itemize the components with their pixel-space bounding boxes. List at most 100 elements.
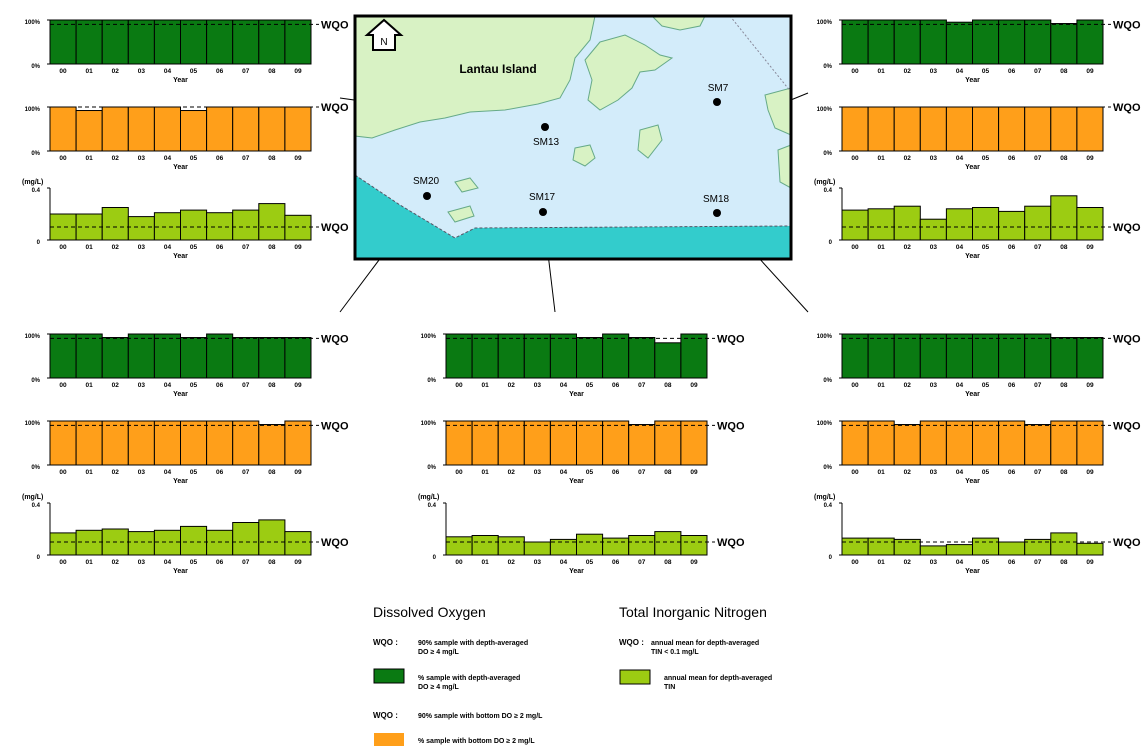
do-depth-xtick-08: 08 (268, 68, 276, 75)
do-bottom-bar-00 (49, 420, 77, 466)
do-depth-bar-05 (180, 337, 208, 379)
do-depth-xtick-01: 01 (86, 68, 94, 75)
tin-ytick-bottom: 0 (829, 555, 833, 561)
do-depth-bar-08 (258, 19, 286, 65)
island-east-a (584, 34, 674, 111)
tin-ytick-bottom: 0 (829, 240, 833, 246)
do-bottom-xtick-08: 08 (268, 155, 276, 162)
tin-bar-09 (680, 535, 708, 556)
tin-unit-label: (mg/L) (418, 494, 439, 501)
do-depth-xtick-05: 05 (586, 382, 594, 389)
tin-xtick-05: 05 (982, 559, 990, 566)
do-depth-bar-04 (945, 21, 974, 65)
do-depth-wqo-label: WQO (321, 19, 349, 31)
tin-ytick-bottom: 0 (37, 240, 41, 246)
tin-xtick-09: 09 (294, 559, 302, 566)
do-depth-xtick-00: 00 (455, 382, 463, 389)
do-depth-ytick-bottom: 0% (427, 378, 436, 384)
tin-xtick-05: 05 (586, 559, 594, 566)
tin-bar-07 (232, 209, 260, 241)
station-chart-sm7: 100% 0% WQO 00 01 02 03 04 05 06 07 08 09 Year 100% 0% W… (814, 19, 1141, 260)
tin-xtick-09: 09 (294, 244, 302, 251)
tin-xtick-00: 00 (851, 244, 859, 251)
tin-bar-05 (576, 533, 604, 556)
tin-bar-02 (893, 205, 921, 241)
do-bottom-bar-05 (180, 420, 208, 466)
tin-bar-03 (127, 216, 155, 241)
do-bottom-bar-07 (1024, 424, 1052, 466)
do-bottom-xtick-05: 05 (982, 469, 990, 476)
legend-swatch-do-bottom (374, 733, 404, 746)
do-bottom-xtick-09: 09 (1086, 469, 1094, 476)
do-depth-xtick-02: 02 (904, 68, 912, 75)
do-depth-xtick-09: 09 (294, 382, 302, 389)
station-chart-sm17: 100% 0% WQO 00 01 02 03 04 05 06 07 08 09 Year 100% 0% W… (418, 333, 745, 575)
do-depth-xtick-00: 00 (59, 68, 67, 75)
tin-xlabel: Year (173, 568, 188, 575)
do-depth-ytick-top: 100% (817, 20, 833, 26)
do-bottom-bar-03 (127, 106, 155, 152)
do-depth-wqo-label: WQO (1113, 19, 1141, 31)
do-bottom-xtick-01: 01 (482, 469, 490, 476)
do-depth-xtick-02: 02 (904, 382, 912, 389)
do-bottom-bar-09 (680, 420, 708, 466)
do-bottom-bar-09 (1076, 106, 1104, 152)
do-depth-xtick-07: 07 (1034, 382, 1042, 389)
tin-bar-08 (258, 519, 286, 556)
do-bottom-bar-02 (893, 106, 921, 152)
tin-bar-06 (998, 210, 1026, 241)
do-depth-bar-02 (893, 333, 921, 379)
do-bottom-bar-08 (258, 106, 286, 152)
do-depth-xtick-02: 02 (508, 382, 516, 389)
do-depth-bar-07 (232, 19, 260, 65)
island-small-a (572, 144, 596, 167)
do-bottom-xtick-00: 00 (851, 469, 859, 476)
do-bottom-bar-00 (841, 420, 869, 466)
tin-bar-08 (258, 203, 286, 241)
tin-xtick-06: 06 (216, 244, 224, 251)
do-depth-bar-02 (893, 19, 921, 65)
do-depth-xtick-09: 09 (690, 382, 698, 389)
station-marker-sm17: SM17 (529, 192, 555, 216)
do-depth-bar-03 (523, 333, 551, 379)
do-depth-xtick-01: 01 (878, 68, 886, 75)
tin-bar-09 (284, 214, 312, 241)
do-depth-bar-09 (284, 19, 312, 65)
do-depth-bar-05 (972, 333, 1000, 379)
do-depth-bar-07 (1024, 333, 1052, 379)
do-depth-bar-02 (497, 333, 525, 379)
tin-bar-04 (153, 529, 181, 556)
tin-xtick-01: 01 (86, 559, 94, 566)
tin-xtick-07: 07 (242, 559, 250, 566)
do-bottom-xtick-08: 08 (664, 469, 672, 476)
tin-bar-00 (49, 532, 77, 556)
tin-xtick-09: 09 (1086, 244, 1094, 251)
do-depth-xtick-02: 02 (112, 382, 120, 389)
do-bottom-bar-02 (101, 420, 129, 466)
do-depth-bar-02 (101, 19, 129, 65)
legend-wqo-prefix: WQO : (373, 638, 398, 647)
do-bottom-ytick-bottom: 0% (823, 465, 832, 471)
do-bottom-xtick-07: 07 (242, 155, 250, 162)
tin-xtick-04: 04 (956, 244, 964, 251)
tin-xtick-00: 00 (59, 559, 67, 566)
do-bottom-bar-06 (998, 420, 1026, 466)
do-bottom-xtick-02: 02 (904, 155, 912, 162)
do-depth-wqo-label: WQO (1113, 333, 1141, 345)
do-bottom-bar-00 (49, 106, 77, 152)
do-bottom-bar-03 (127, 420, 155, 466)
station-label: SM13 (533, 137, 560, 148)
do-depth-bar-03 (919, 19, 947, 65)
do-bottom-xtick-07: 07 (1034, 469, 1042, 476)
tin-bar-01 (867, 537, 895, 556)
tin-unit-label: (mg/L) (814, 494, 835, 501)
tin-bar-08 (654, 531, 682, 556)
do-bottom-xtick-08: 08 (1060, 155, 1068, 162)
do-bottom-xtick-06: 06 (1008, 469, 1016, 476)
tin-xlabel: Year (965, 253, 980, 260)
do-depth-xtick-04: 04 (164, 68, 172, 75)
do-bottom-xtick-09: 09 (1086, 155, 1094, 162)
do-depth-wqo-label: WQO (717, 333, 745, 345)
tin-xtick-07: 07 (1034, 244, 1042, 251)
do-bottom-bar-06 (998, 106, 1026, 152)
